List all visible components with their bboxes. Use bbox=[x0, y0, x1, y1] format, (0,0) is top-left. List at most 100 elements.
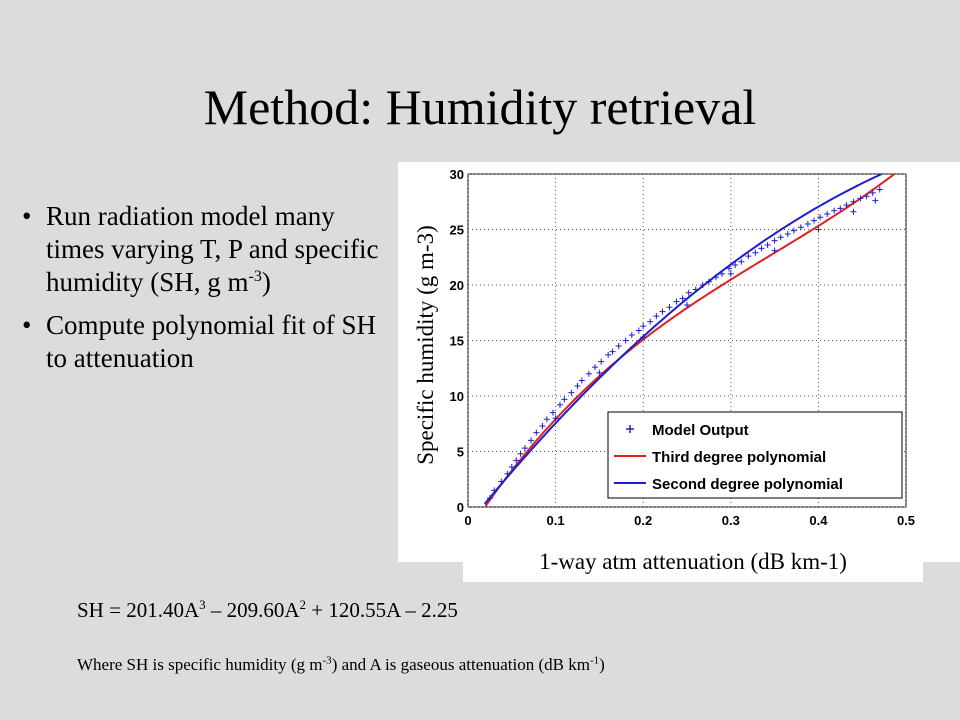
data-point bbox=[831, 207, 838, 214]
data-point bbox=[837, 205, 844, 212]
y-tick-label: 0 bbox=[457, 500, 464, 515]
y-tick-label: 30 bbox=[450, 167, 464, 182]
data-point bbox=[692, 286, 699, 293]
slide-title: Method: Humidity retrieval bbox=[203, 79, 757, 135]
data-point bbox=[815, 226, 822, 233]
data-point bbox=[543, 416, 550, 423]
data-point bbox=[876, 186, 883, 193]
bullet-superscript: -3 bbox=[248, 268, 262, 285]
y-tick-label: 25 bbox=[450, 223, 464, 238]
data-point bbox=[685, 289, 692, 296]
note-part: Where SH is specific humidity (g m bbox=[77, 655, 323, 674]
data-point bbox=[528, 437, 535, 444]
bullet-glyph: • bbox=[22, 310, 32, 340]
data-point bbox=[869, 189, 876, 196]
data-point bbox=[719, 270, 726, 277]
bullet-glyph: • bbox=[22, 201, 32, 231]
formula-exponent: 3 bbox=[199, 597, 206, 612]
data-point bbox=[679, 295, 686, 302]
formula-part: – 209.60A bbox=[205, 598, 300, 622]
data-point bbox=[758, 245, 765, 252]
data-point bbox=[771, 247, 778, 254]
data-point bbox=[811, 217, 818, 224]
formula-part: SH = 201.40A bbox=[77, 598, 200, 622]
x-tick-label: 0.2 bbox=[634, 513, 652, 528]
polynomial-formula: SH = 201.40A3 – 209.60A2 + 120.55A – 2.2… bbox=[77, 598, 458, 623]
data-point bbox=[843, 202, 850, 209]
data-point bbox=[504, 470, 511, 477]
data-point bbox=[549, 409, 556, 416]
data-point bbox=[872, 197, 879, 204]
series-line-third-degree bbox=[484, 173, 895, 507]
y-tick-label: 15 bbox=[450, 334, 464, 349]
data-point bbox=[797, 224, 804, 231]
data-point bbox=[635, 327, 642, 334]
series-line-second-degree bbox=[483, 173, 882, 505]
data-point bbox=[491, 487, 498, 494]
legend-marker bbox=[626, 425, 634, 433]
data-point bbox=[726, 265, 733, 272]
data-point bbox=[699, 282, 706, 288]
data-point bbox=[857, 195, 864, 202]
data-point bbox=[556, 401, 563, 408]
data-point bbox=[585, 370, 592, 377]
data-point bbox=[647, 318, 654, 325]
data-point bbox=[771, 237, 778, 244]
data-point bbox=[712, 274, 719, 281]
data-point bbox=[552, 415, 559, 422]
data-point bbox=[578, 377, 585, 384]
y-tick-label: 20 bbox=[450, 278, 464, 293]
data-point bbox=[790, 227, 797, 234]
bullet-text: Compute polynomial fit of SH to attenuat… bbox=[46, 310, 376, 373]
data-point bbox=[764, 242, 771, 249]
note-part: ) bbox=[599, 655, 605, 674]
note-superscript: -3 bbox=[322, 654, 332, 667]
data-point bbox=[727, 270, 734, 277]
legend-label: Second degree polynomial bbox=[652, 476, 843, 493]
y-tick-label: 10 bbox=[450, 389, 464, 404]
data-point bbox=[653, 313, 660, 320]
data-point bbox=[684, 301, 690, 308]
x-tick-label: 0.4 bbox=[809, 513, 828, 528]
data-point bbox=[640, 323, 647, 330]
x-tick-label: 0.5 bbox=[897, 513, 915, 528]
legend-label: Model Output bbox=[652, 422, 749, 439]
x-tick-label: 0.3 bbox=[722, 513, 740, 528]
formula-note: Where SH is specific humidity (g m-3) an… bbox=[77, 655, 605, 675]
data-point bbox=[784, 230, 791, 237]
legend-label: Third degree polynomial bbox=[652, 449, 826, 466]
note-part: ) and A is gaseous attenuation (dB km bbox=[331, 655, 590, 674]
data-point bbox=[561, 396, 568, 403]
bullet-text: Run radiation model many times varying T… bbox=[46, 201, 379, 297]
data-point bbox=[498, 478, 505, 485]
bullet-item-compute-fit: • Compute polynomial fit of SH to attenu… bbox=[22, 309, 392, 375]
data-point bbox=[752, 249, 759, 256]
chart-y-axis-label: Specific humidity (g m-3) bbox=[413, 225, 438, 465]
data-point bbox=[568, 389, 575, 396]
note-superscript: -1 bbox=[589, 654, 600, 667]
bullet-item-run-model: • Run radiation model many times varying… bbox=[22, 200, 392, 299]
data-point bbox=[628, 331, 635, 338]
legend-box bbox=[607, 411, 903, 499]
data-point bbox=[605, 351, 612, 358]
data-point bbox=[824, 210, 831, 217]
data-point bbox=[863, 193, 870, 200]
data-point bbox=[659, 308, 666, 315]
data-point bbox=[666, 304, 673, 311]
data-point bbox=[486, 495, 493, 502]
data-point bbox=[640, 334, 647, 341]
data-point bbox=[533, 429, 540, 436]
data-point bbox=[732, 262, 739, 269]
bullet-list: • Run radiation model many times varying… bbox=[22, 200, 392, 385]
data-point bbox=[804, 220, 811, 227]
x-tick-label: 0.1 bbox=[547, 513, 565, 528]
chart-x-axis-label: 1-way atm attenuation (dB km-1) bbox=[463, 542, 923, 582]
chart-figure: 0 0.1 0.2 0.3 0.4 0.5 0 5 10 15 20 25 30 Model Output… bbox=[398, 162, 960, 562]
bullet-text-tail: ) bbox=[261, 267, 271, 297]
data-point bbox=[745, 253, 752, 260]
data-point bbox=[817, 214, 824, 221]
chart-svg: 0 0.1 0.2 0.3 0.4 0.5 0 5 10 15 20 25 30 Model Output… bbox=[450, 167, 916, 528]
data-point bbox=[596, 369, 603, 376]
data-point bbox=[850, 208, 857, 215]
data-point bbox=[622, 337, 629, 344]
